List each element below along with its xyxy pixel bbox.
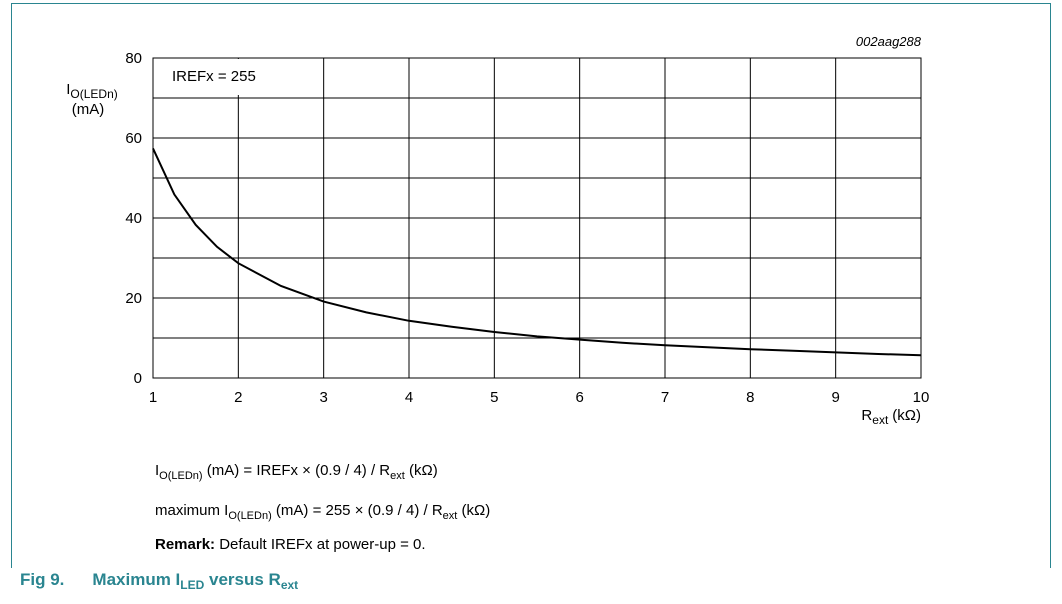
x-axis-label-main: R (861, 407, 872, 424)
frame-right-border (1050, 3, 1051, 568)
x-tick-label: 1 (149, 389, 157, 406)
x-tick-label: 6 (575, 389, 583, 406)
y-axis-label-sub: O(LEDn) (70, 87, 117, 101)
figure-title-part: versus R (204, 570, 281, 589)
formula-1-sub: ext (390, 470, 405, 482)
grid (153, 58, 921, 378)
figure-caption: Fig 9. Maximum ILED versus Rext (20, 570, 298, 592)
formula-1-part: I (155, 462, 160, 479)
y-axis-label: IO(LEDn) (66, 81, 118, 101)
x-axis-label-sub: ext (872, 413, 889, 427)
annotation-label: IREFx = 255 (172, 68, 256, 85)
figure-number: Fig 9. (20, 570, 65, 589)
remark-line: Remark: Default IREFx at power-up = 0. (155, 536, 426, 553)
formula-line-2: maximum IO(LEDn) (mA) = 255 × (0.9 / 4) … (155, 502, 490, 522)
figure-title-sub: ext (280, 578, 299, 592)
y-tick-label: 60 (125, 130, 142, 147)
formula-2-sub: O(LEDn) (228, 510, 272, 522)
chart: IREFx = 255 1 2 3 4 5 6 7 8 9 10 0 20 40 60 80 002aag… (66, 34, 930, 427)
formula-2-part: (mA) = 255 × (0.9 / 4) / R (271, 502, 443, 519)
formula-2-part: (kΩ) (457, 502, 491, 519)
x-tick-label: 3 (319, 389, 327, 406)
annotation-box (154, 59, 274, 95)
plot-area-border (152, 57, 922, 379)
series-curve (152, 147, 922, 357)
formula-line-1: IO(LEDn) (mA) = IREFx × (0.9 / 4) / Rext… (155, 462, 438, 482)
formula-1-part: (mA) = IREFx × (0.9 / 4) / R (202, 462, 391, 479)
x-tick-label: 2 (234, 389, 242, 406)
y-tick-label: 20 (125, 290, 142, 307)
figure-title-sub: LED (180, 578, 205, 592)
x-tick-label: 9 (831, 389, 839, 406)
x-axis-label-unit: (kΩ) (892, 407, 921, 424)
formula-2-part: maximum I (155, 502, 229, 519)
formula-2-sub: ext (442, 510, 458, 522)
y-axis-label-main: I (66, 81, 70, 98)
x-tick-label: 7 (661, 389, 669, 406)
remark-text: Default IREFx at power-up = 0. (215, 536, 426, 553)
y-tick-label: 40 (125, 210, 142, 227)
x-tick-labels: 1 2 3 4 5 6 7 8 9 10 (149, 389, 930, 406)
x-tick-label: 5 (490, 389, 498, 406)
figure-title-part: Maximum I (92, 570, 181, 589)
x-axis-label: Rext (kΩ) (861, 407, 921, 427)
figure-id: 002aag288 (856, 34, 922, 49)
x-tick-label: 10 (913, 389, 930, 406)
formula-1-part: (kΩ) (404, 462, 438, 479)
y-tick-labels: 0 20 40 60 80 (125, 50, 142, 387)
y-axis-unit: (mA) (72, 101, 105, 118)
x-tick-label: 8 (746, 389, 754, 406)
frame-left-border (11, 3, 12, 568)
figure-title: Maximum ILED versus Rext (92, 570, 299, 592)
y-tick-label: 80 (125, 50, 142, 67)
remark-label: Remark: (155, 536, 216, 553)
x-tick-label: 4 (405, 389, 413, 406)
formula-1-sub: O(LEDn) (159, 470, 203, 482)
y-tick-label: 0 (134, 370, 142, 387)
frame-top-border (11, 3, 1051, 4)
